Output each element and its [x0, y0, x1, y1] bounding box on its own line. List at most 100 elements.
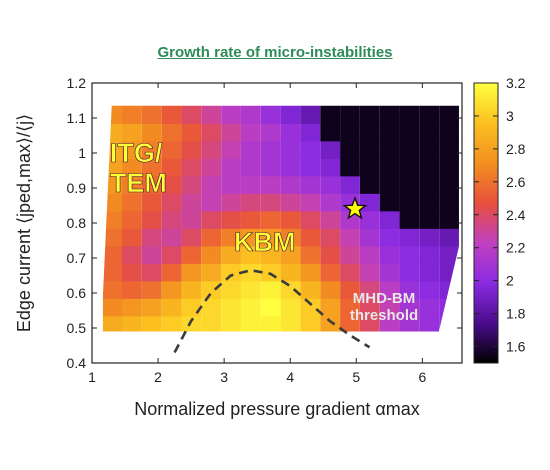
heatmap-cell [399, 315, 420, 332]
heatmap-cell [240, 315, 261, 332]
heatmap-cell [379, 228, 400, 247]
heatmap-cell [102, 210, 123, 229]
heatmap-cell [181, 280, 202, 299]
heatmap-cell [102, 280, 123, 299]
heatmap-cell [122, 245, 142, 264]
heatmap-cell [379, 140, 400, 159]
heatmap-cell [300, 193, 321, 212]
y-tick-label: 1.1 [67, 110, 87, 126]
heatmap-cell [221, 228, 241, 247]
heatmap-cell [161, 105, 182, 124]
heatmap-cell [141, 193, 162, 212]
heatmap-cell [359, 105, 380, 124]
heatmap-cell [221, 193, 241, 212]
heatmap-cell [221, 105, 241, 124]
heatmap-cell [240, 105, 261, 124]
heatmap-cell [320, 210, 341, 229]
heatmap-cell [300, 228, 321, 247]
heatmap-cell [141, 175, 162, 194]
threshold-curve [173, 268, 371, 354]
heatmap-cell [280, 263, 301, 282]
heatmap-cell [221, 315, 241, 332]
heatmap-cell [439, 193, 459, 212]
heatmap-cell [340, 158, 360, 177]
heatmap-cell [439, 280, 459, 299]
heatmap-cell [379, 210, 400, 229]
heatmap-cell [201, 315, 222, 332]
heatmap-cell [300, 245, 321, 264]
heatmap-cell [181, 298, 202, 317]
heatmap-cell [379, 123, 400, 142]
heatmap-cell [280, 193, 301, 212]
heatmap-cell [340, 298, 360, 317]
heatmap-cell [359, 263, 380, 282]
heatmap-cell [320, 140, 341, 159]
colorbar-tick-label: 2.8 [506, 141, 526, 157]
heatmap-cell [161, 315, 182, 332]
heatmap-cell [340, 175, 360, 194]
heatmap-cell [320, 298, 341, 317]
heatmap-cell [240, 245, 261, 264]
heatmap-cell [240, 158, 261, 177]
heatmap-cell [260, 193, 281, 212]
heatmap-cell [260, 263, 281, 282]
colorbar: 1.6 1.8 2 2.2 2.4 2.6 2.8 3 3.2 [473, 75, 526, 364]
heatmap-cell [359, 140, 380, 159]
heatmap-cell [122, 228, 142, 247]
heatmap-cell [379, 315, 400, 332]
heatmap-cell [280, 105, 301, 124]
heatmap-cell [161, 263, 182, 282]
heatmap-cell [280, 158, 301, 177]
heatmap-cell [280, 123, 301, 142]
heatmap-cell [280, 315, 301, 332]
heatmap-cell [280, 228, 301, 247]
heatmap-cell [379, 175, 400, 194]
heatmap-cell [359, 245, 380, 264]
heatmap-cell [359, 228, 380, 247]
heatmap-cell [320, 105, 341, 124]
y-tick-label: 0.9 [67, 180, 87, 196]
heatmap-cell [399, 123, 420, 142]
heatmap-cell [399, 263, 420, 282]
heatmap-cell [340, 123, 360, 142]
heatmap-cell [181, 263, 202, 282]
heatmap-cell [340, 280, 360, 299]
heatmap-cell [240, 280, 261, 299]
heatmap-cell [181, 140, 202, 159]
heatmap-cell [399, 210, 420, 229]
heatmap-cell [181, 315, 202, 332]
heatmap-cell [419, 193, 440, 212]
heatmap-cell [300, 263, 321, 282]
heatmap-cell [340, 105, 360, 124]
x-tick-label: 4 [286, 369, 294, 385]
heatmap-cell [320, 245, 341, 264]
x-axis-label: Normalized pressure gradient αmax [134, 399, 420, 419]
heatmap-cell [340, 210, 360, 229]
heatmap-cell [161, 228, 182, 247]
colorbar-tick-label: 2.2 [506, 240, 526, 256]
heatmap-cell [141, 123, 162, 142]
heatmap-cell [122, 263, 142, 282]
heatmap-cell [439, 105, 459, 124]
heatmap-cell [102, 193, 123, 212]
heatmap-cell [122, 175, 142, 194]
heatmap-cell [240, 298, 261, 317]
heatmap-cell [122, 298, 142, 317]
heatmap-cell [399, 298, 420, 317]
heatmap-cell [320, 175, 341, 194]
heatmap-cell [181, 228, 202, 247]
colorbar-tick-label: 2 [506, 273, 514, 289]
heatmap-cell [181, 245, 202, 264]
heatmap-cell [359, 280, 380, 299]
heatmap-cell [221, 280, 241, 299]
heatmap-cell [419, 245, 440, 264]
heatmap-cell [181, 210, 202, 229]
heatmap-cell [141, 228, 162, 247]
heatmap-cell [280, 298, 301, 317]
heatmap-cell [320, 123, 341, 142]
region-label: KBM [234, 227, 296, 257]
heatmap-cell [240, 193, 261, 212]
heatmap-cell [181, 175, 202, 194]
heatmap-cell [201, 263, 222, 282]
